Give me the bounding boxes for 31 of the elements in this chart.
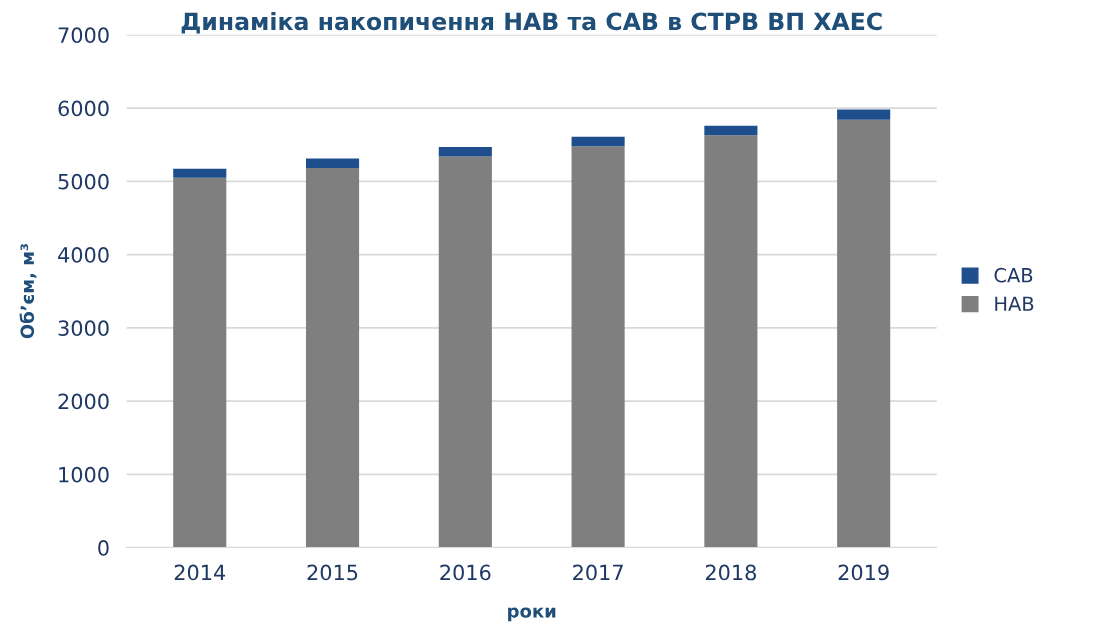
x-tick-label: 2019 [838, 564, 889, 581]
bar [837, 109, 891, 120]
x-tick-label: 2016 [440, 564, 491, 581]
bar [173, 168, 227, 178]
bar [305, 158, 360, 169]
x-tick-label: 2018 [705, 564, 756, 581]
y-tick-label: 6000 [58, 100, 109, 117]
y-tick-label: 5000 [58, 173, 109, 190]
chart-title: Динаміка накопичення НАВ та САВ в СТРВ ВП ХАЕС [181, 11, 882, 34]
y-tick-label: 1000 [59, 466, 109, 483]
bar [571, 146, 625, 548]
bar [837, 119, 891, 548]
y-tick-label: 4000 [58, 247, 109, 263]
y-tick-label: 2000 [58, 393, 109, 410]
bar [305, 168, 360, 548]
y-tick-label: 7000 [58, 27, 109, 44]
bar [173, 177, 227, 548]
bar [438, 146, 492, 157]
bar [571, 136, 625, 147]
bar [438, 156, 492, 548]
x-tick-label: 2015 [307, 564, 358, 581]
y-tick-label: 3000 [58, 320, 109, 337]
bar [704, 135, 758, 548]
legend-label: САВ [994, 267, 1033, 283]
bar [704, 125, 758, 136]
legend-label: НАВ [995, 296, 1034, 311]
x-tick-label: 2017 [573, 564, 623, 581]
y-axis-title: Об’єм, м³ [19, 244, 37, 339]
y-tick-label: 0 [98, 540, 109, 556]
x-tick-label: 2014 [174, 564, 226, 581]
x-axis-title: роки [508, 607, 556, 622]
